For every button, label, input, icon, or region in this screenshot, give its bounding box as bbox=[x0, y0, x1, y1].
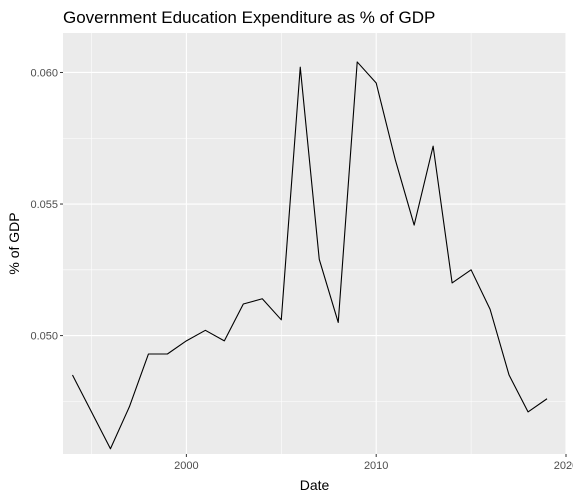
x-tick-label: 2000 bbox=[174, 460, 198, 472]
x-axis-title: Date bbox=[300, 477, 330, 493]
y-axis-title: % of GDP bbox=[6, 212, 22, 274]
y-tick-label: 0.050 bbox=[30, 331, 58, 343]
y-tick-label: 0.060 bbox=[30, 67, 58, 79]
plot-panel bbox=[63, 33, 566, 454]
chart-title: Government Education Expenditure as % of… bbox=[63, 8, 435, 27]
grid-layer bbox=[63, 33, 567, 454]
x-tick-label: 2010 bbox=[364, 460, 388, 472]
series-layer bbox=[72, 61, 548, 450]
series-line bbox=[72, 61, 548, 450]
y-tick-label: 0.055 bbox=[30, 199, 58, 211]
